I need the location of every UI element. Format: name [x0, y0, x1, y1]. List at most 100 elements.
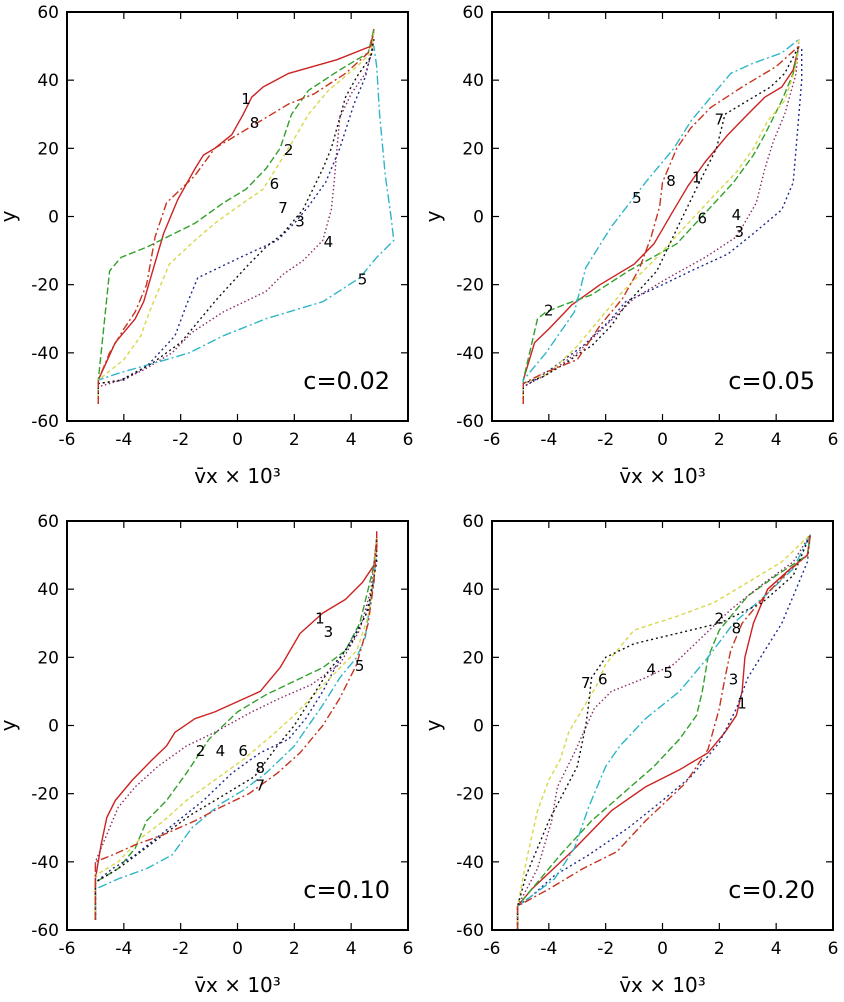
curve-label-8: 8	[250, 114, 260, 132]
series-line-2	[522, 45, 800, 404]
curve-label-7: 7	[715, 110, 725, 128]
x-tick-label: -2	[597, 939, 614, 959]
series-line-3	[94, 537, 378, 920]
x-tick-label: 0	[232, 939, 243, 959]
x-tick-label: 2	[714, 939, 725, 959]
series-line-6	[522, 39, 800, 404]
curve-label-6: 6	[698, 209, 708, 227]
curve-label-4: 4	[646, 660, 656, 678]
y-axis-label: y	[421, 719, 445, 731]
parameter-annotation: c=0.05	[728, 367, 815, 395]
y-tick-label: 20	[37, 648, 59, 668]
curve-label-6: 6	[238, 742, 248, 760]
series-line-5	[94, 555, 378, 920]
series-line-5	[522, 38, 800, 404]
y-tick-label: -40	[31, 853, 59, 873]
y-tick-label: 40	[37, 71, 59, 91]
y-tick-label: -60	[31, 921, 59, 941]
panel-c002: -6 -4 -2 0 2 4 6-60-40-20020406012345678c=0.02…	[0, 3, 413, 488]
series-line-7	[516, 534, 811, 930]
curve-label-2: 2	[544, 301, 554, 319]
series-line-1	[522, 45, 800, 404]
curve-label-3: 3	[729, 671, 739, 689]
y-tick-label: -60	[456, 412, 484, 432]
x-tick-label: -2	[172, 430, 189, 450]
series-line-6	[97, 32, 375, 404]
y-tick-label: -40	[456, 344, 484, 364]
curve-label-5: 5	[355, 657, 365, 675]
x-tick-label: 2	[714, 430, 725, 450]
series-line-4	[94, 537, 378, 920]
curve-label-4: 4	[732, 206, 742, 224]
series-line-5	[516, 534, 811, 930]
y-axis-label: y	[421, 210, 445, 222]
y-tick-label: 60	[37, 512, 59, 532]
x-tick-label: 6	[403, 939, 414, 959]
plot-frame	[66, 520, 409, 931]
curve-label-6: 6	[598, 671, 608, 689]
curve-label-5: 5	[663, 664, 673, 682]
x-tick-label: -6	[484, 939, 501, 959]
parameter-annotation: c=0.10	[303, 876, 390, 904]
y-tick-label: 60	[462, 512, 484, 532]
x-tick-label: -4	[540, 430, 557, 450]
curve-label-1: 1	[241, 90, 251, 108]
panel-c010: -6 -4 -2 0 2 4 6-60-40-20020406012345678c=0.10…	[0, 512, 413, 997]
panel-c005: -6 -4 -2 0 2 4 6-60-40-20020406012345678c=0.05…	[421, 3, 838, 488]
y-tick-label: -40	[456, 853, 484, 873]
curve-label-8: 8	[255, 759, 265, 777]
series-line-4	[97, 45, 375, 404]
series-line-3	[97, 39, 375, 404]
series-line-1	[94, 531, 378, 920]
y-tick-label: 0	[48, 717, 59, 737]
x-tick-label: -4	[540, 939, 557, 959]
series-line-3	[516, 534, 811, 930]
x-axis-label: v̄x × 10³	[619, 464, 706, 488]
y-tick-label: -40	[31, 344, 59, 364]
plot-frame	[66, 11, 409, 422]
curve-label-8: 8	[732, 619, 742, 637]
parameter-annotation: c=0.20	[728, 876, 815, 904]
y-axis-label: y	[0, 719, 20, 731]
y-tick-label: -20	[31, 276, 59, 296]
y-tick-label: 20	[462, 139, 484, 159]
y-tick-label: 40	[37, 580, 59, 600]
series-line-4	[516, 534, 811, 930]
y-tick-label: -20	[456, 785, 484, 805]
y-tick-label: -20	[31, 785, 59, 805]
x-tick-label: -2	[172, 939, 189, 959]
series-line-8	[97, 32, 375, 404]
curve-label-3: 3	[324, 623, 334, 641]
y-tick-label: 60	[37, 3, 59, 23]
y-tick-label: -60	[456, 921, 484, 941]
x-tick-label: 4	[346, 939, 357, 959]
series-line-4	[522, 39, 800, 404]
series-line-6	[516, 534, 811, 930]
series-line-2	[97, 28, 375, 404]
x-tick-label: -4	[115, 939, 132, 959]
series-line-7	[94, 538, 378, 920]
x-axis-label: v̄x × 10³	[619, 973, 706, 997]
x-tick-label: -2	[597, 430, 614, 450]
curve-label-1: 1	[737, 694, 747, 712]
plot-frame	[491, 11, 834, 422]
x-tick-label: -6	[484, 430, 501, 450]
curve-label-1: 1	[692, 168, 702, 186]
x-tick-label: 0	[657, 430, 668, 450]
x-axis-label: v̄x × 10³	[194, 464, 281, 488]
x-tick-label: 6	[828, 939, 839, 959]
curve-label-7: 7	[581, 674, 591, 692]
curve-label-3: 3	[295, 213, 305, 231]
curve-label-2: 2	[196, 742, 206, 760]
x-tick-label: 6	[828, 430, 839, 450]
plot-frame	[491, 520, 834, 931]
y-tick-label: -20	[456, 276, 484, 296]
x-tick-label: 0	[657, 939, 668, 959]
series-line-2	[94, 537, 378, 920]
series-line-7	[97, 39, 375, 404]
series-line-2	[516, 534, 811, 930]
curve-label-4: 4	[216, 742, 226, 760]
y-tick-label: 40	[462, 580, 484, 600]
